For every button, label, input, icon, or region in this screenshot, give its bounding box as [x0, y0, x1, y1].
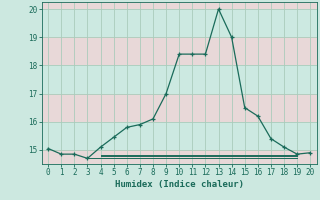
Bar	[42, 65, 317, 94]
Bar	[42, 2, 317, 9]
Bar	[42, 9, 317, 37]
Bar	[42, 37, 317, 65]
Bar	[42, 122, 317, 150]
X-axis label: Humidex (Indice chaleur): Humidex (Indice chaleur)	[115, 180, 244, 189]
Bar	[42, 150, 317, 164]
Bar	[42, 94, 317, 122]
